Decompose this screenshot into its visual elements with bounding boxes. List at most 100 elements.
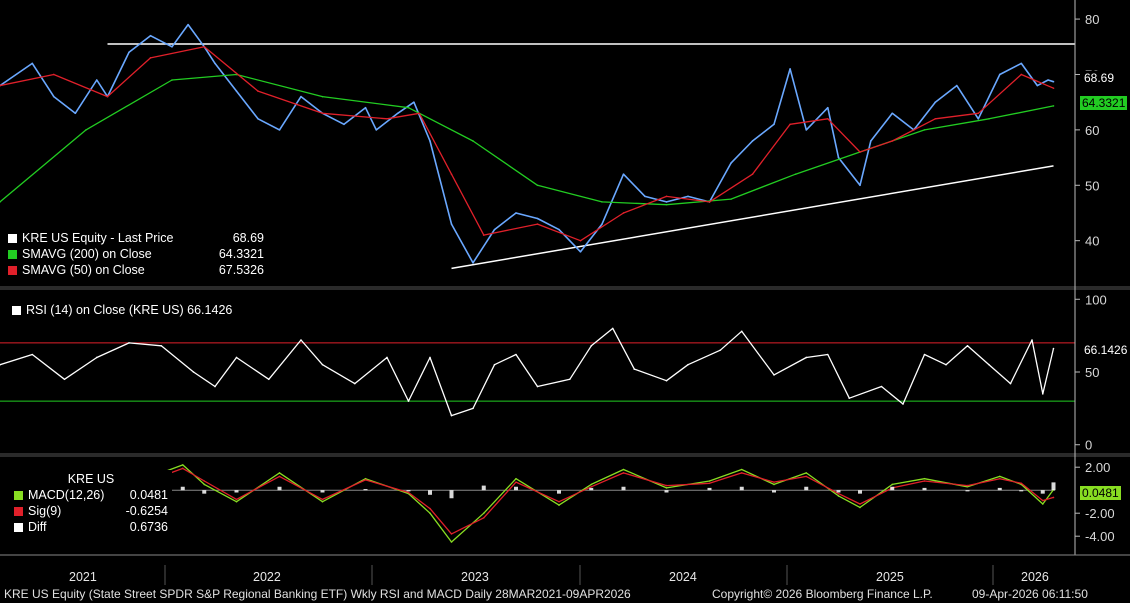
data-point — [955, 84, 958, 87]
panel-separator — [0, 286, 1130, 290]
y-tick-label: 80 — [1085, 12, 1099, 27]
data-point — [773, 481, 775, 483]
data-point — [719, 349, 722, 351]
histogram-bar — [428, 490, 432, 495]
histogram-bar — [1019, 490, 1024, 492]
data-point — [805, 475, 808, 478]
legend-diff-label: Diff — [28, 520, 47, 534]
legend-sma50-value: 67.5326 — [218, 263, 264, 277]
legend-sig[interactable]: Sig(9) -0.6254 — [14, 503, 168, 519]
footer: KRE US Equity (State Street SPDR S&P Reg… — [0, 585, 1130, 603]
data-point — [364, 479, 367, 481]
data-point — [1020, 62, 1023, 65]
legend-rsi[interactable]: RSI (14) on Close (KRE US) 66.1426 — [12, 302, 232, 318]
data-point — [0, 201, 1, 203]
data-point — [375, 129, 378, 131]
histogram-bar — [621, 486, 626, 491]
data-point — [869, 140, 872, 142]
series-line-macd-12-26- — [161, 464, 1055, 543]
data-point — [493, 228, 496, 231]
data-point — [558, 500, 560, 503]
data-point — [171, 45, 173, 48]
price-legend: KRE US Equity - Last Price 68.69 SMAVG (… — [4, 228, 268, 280]
data-point — [386, 356, 388, 359]
data-point — [622, 173, 625, 175]
data-point — [934, 118, 937, 120]
data-point — [708, 201, 711, 203]
histogram-bar — [180, 486, 185, 491]
data-point — [665, 484, 668, 487]
data-point — [74, 112, 77, 115]
legend-sma200-value: 64.3321 — [218, 247, 264, 261]
histogram-bar — [202, 490, 207, 494]
histogram-bar — [739, 486, 744, 491]
data-point — [923, 353, 926, 356]
data-point — [429, 507, 431, 510]
data-point — [590, 485, 593, 488]
data-point — [1020, 482, 1023, 485]
data-point — [977, 112, 980, 115]
data-point — [1031, 339, 1033, 341]
y-tick-label: 100 — [1085, 292, 1107, 307]
data-point — [859, 151, 861, 153]
histogram-bar — [449, 490, 454, 499]
price-panel — [0, 23, 1075, 270]
data-point — [343, 123, 345, 126]
x-label-2025: 2025 — [876, 570, 904, 584]
data-point — [1020, 73, 1023, 76]
legend-sma200-label: SMAVG (200) on Close — [22, 247, 152, 261]
data-point — [988, 363, 990, 366]
y-tick-label: 0 — [1085, 438, 1092, 453]
swatch-icon — [14, 490, 23, 500]
data-point — [708, 482, 711, 485]
data-point — [773, 123, 775, 126]
data-point — [429, 356, 431, 359]
histogram-bar — [1040, 490, 1045, 494]
data-point — [472, 262, 474, 264]
histogram-bar — [858, 490, 862, 494]
data-point — [859, 503, 861, 505]
data-point — [665, 195, 668, 198]
data-point — [235, 90, 238, 92]
data-point — [386, 118, 388, 120]
series-line-smavg-50-on-close — [0, 46, 1054, 242]
data-point — [998, 475, 1001, 478]
legend-macd[interactable]: MACD(12,26) 0.0481 — [14, 487, 168, 503]
legend-last-price-label: KRE US Equity - Last Price — [22, 231, 174, 245]
data-point — [794, 173, 797, 175]
data-point — [998, 477, 1001, 480]
data-point — [364, 106, 367, 109]
data-point — [665, 379, 668, 382]
data-point — [826, 353, 829, 356]
sma200-tag: 64.3321 — [1080, 96, 1128, 110]
data-point — [590, 483, 593, 486]
legend-last-price[interactable]: KRE US Equity - Last Price 68.69 — [8, 230, 264, 246]
histogram-bar — [664, 490, 669, 493]
histogram-bar — [890, 486, 895, 491]
legend-sma200[interactable]: SMAVG (200) on Close 64.3321 — [8, 246, 264, 262]
data-point — [902, 403, 904, 405]
data-point — [579, 250, 582, 253]
data-point — [1047, 79, 1049, 81]
x-label-2024: 2024 — [669, 570, 697, 584]
data-point — [1052, 105, 1055, 107]
data-point — [805, 356, 808, 359]
data-point — [214, 385, 216, 388]
data-point — [805, 129, 808, 131]
series-line-rsi-14-on-close-kre-us- — [0, 327, 1055, 417]
footer-description: KRE US Equity (State Street SPDR S&P Reg… — [4, 587, 631, 601]
legend-diff[interactable]: Diff 0.6736 — [14, 519, 168, 535]
data-point — [31, 62, 34, 65]
macd-legend-title: KRE US — [14, 471, 168, 487]
data-point — [407, 106, 410, 109]
data-point — [235, 500, 238, 503]
data-point — [891, 112, 894, 115]
legend-sma50[interactable]: SMAVG (50) on Close 67.5326 — [8, 262, 264, 278]
data-point — [450, 533, 453, 535]
macd-last-tag: 0.0481 — [1080, 486, 1121, 500]
data-point — [321, 363, 324, 366]
data-point — [515, 353, 517, 356]
price-last-tag: 68.69 — [1082, 71, 1117, 85]
data-point — [267, 378, 270, 381]
